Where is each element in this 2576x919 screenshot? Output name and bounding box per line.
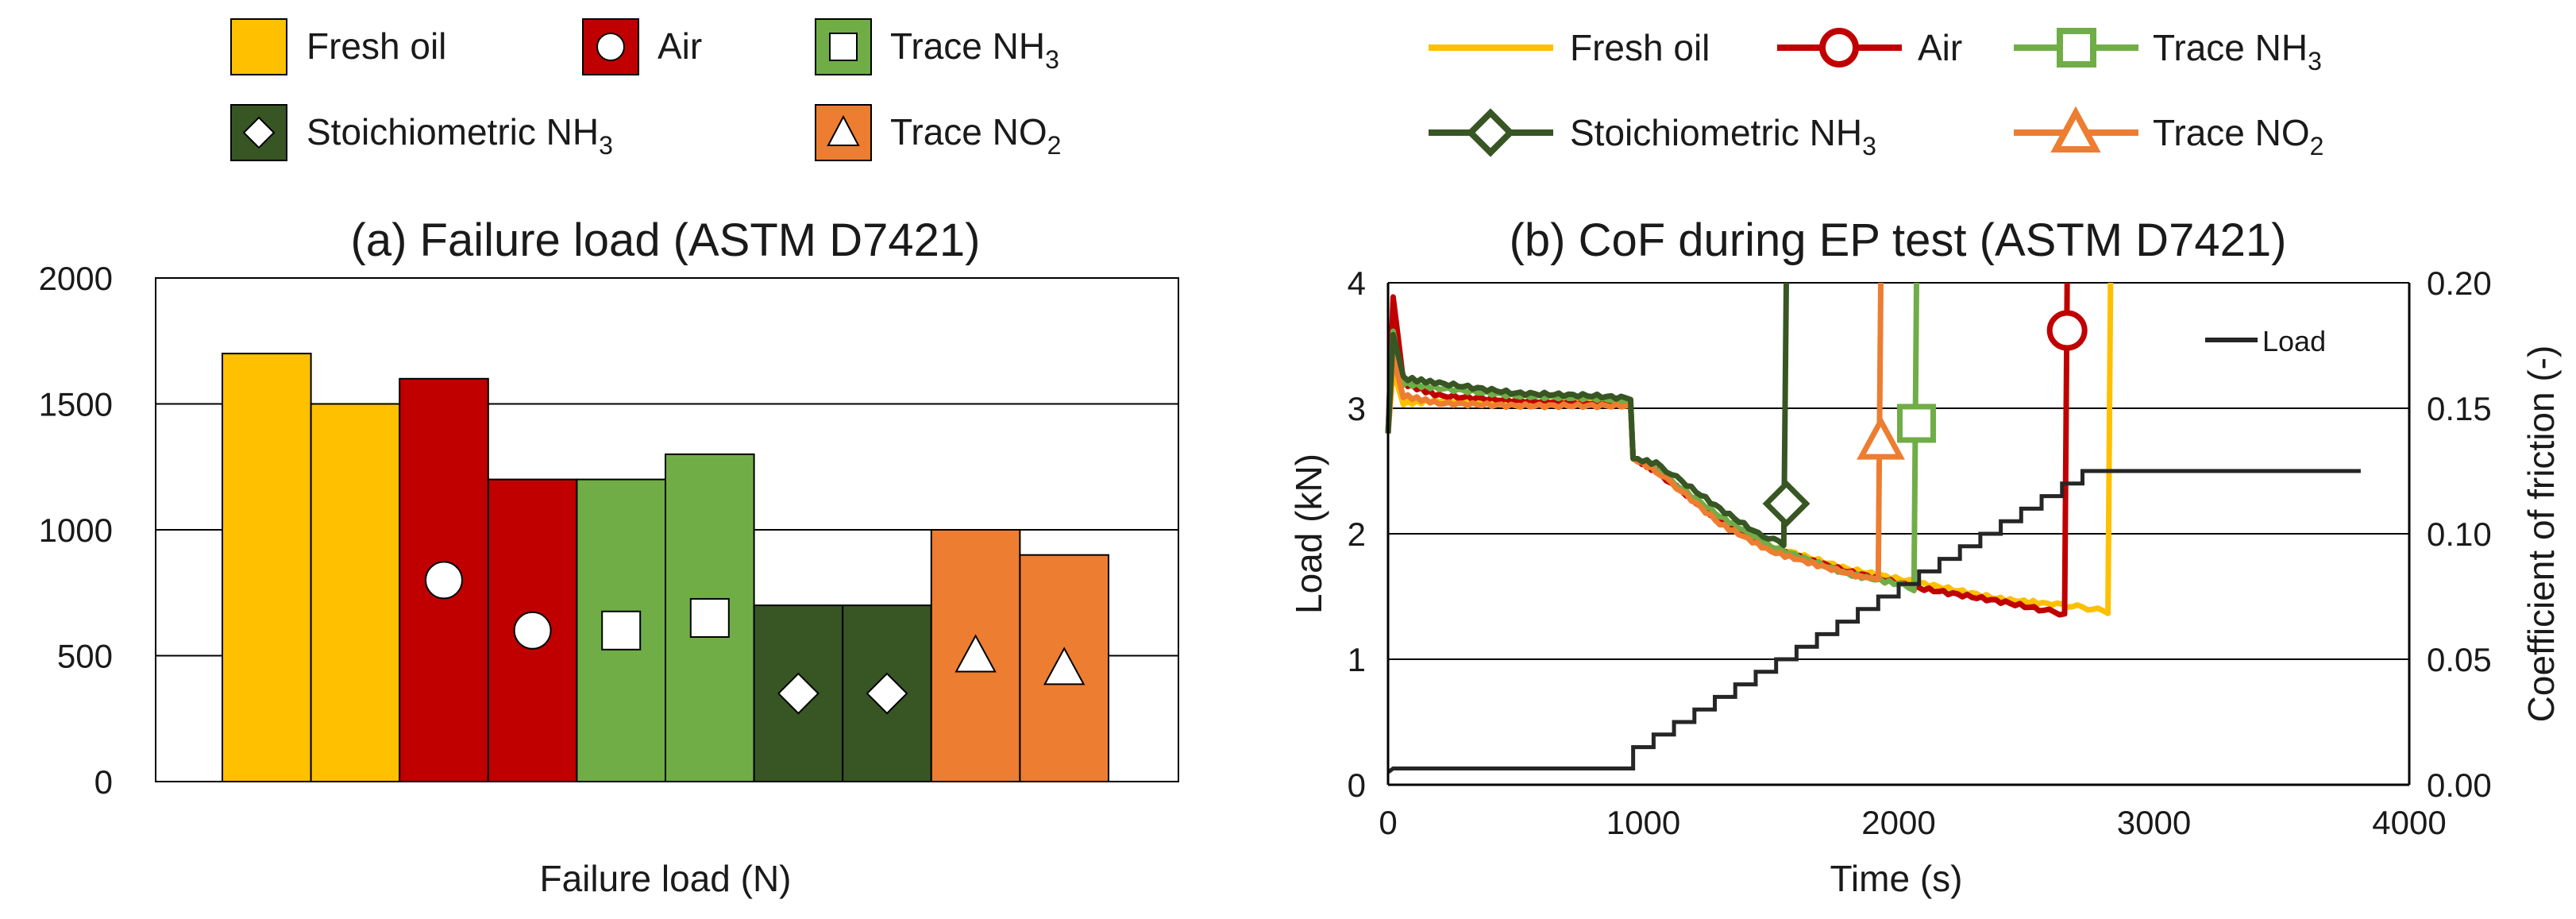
legend-a-circle-marker <box>596 33 625 61</box>
legend-a-item-stoich-nh3: Stoichiometric NH3 <box>230 104 613 161</box>
legend-a-label-trace-nh3: Trace NH3 <box>890 25 1059 74</box>
chart-b-y-tick-label: 3 <box>1348 390 1366 427</box>
chart-b-cof-line-air <box>1385 282 2070 618</box>
chart-a-circle-marker <box>513 611 552 650</box>
chart-b-y2-tick-label: 0.15 <box>2427 390 2492 427</box>
legend-a-item-trace-nh3: Trace NH3 <box>815 18 1059 75</box>
chart-b: (b) CoF during EP test (ASTM D7421) 0 1 2 3… <box>1288 214 2562 899</box>
legend-b-diamond-marker <box>1466 108 1515 157</box>
chart-b-diamond-marker <box>1762 480 1811 528</box>
chart-b-y2-tick-label: 0.20 <box>2427 265 2492 302</box>
chart-b-y-tick-label: 2 <box>1348 515 1366 553</box>
chart-a-triangle-marker <box>1043 647 1086 685</box>
chart-b-cof-line-stoich_nh3 <box>1385 282 1789 549</box>
legend-a-label-fresh-oil: Fresh oil <box>307 25 446 67</box>
chart-a-diamond-marker <box>866 672 908 715</box>
chart-a-square-marker <box>601 610 642 651</box>
chart-b-y2-axis-label: Coefficient of friction (-) <box>2520 346 2562 723</box>
chart-a-x-axis-label: Failure load (N) <box>540 858 792 899</box>
legend-a-swatch-fresh-oil <box>230 18 287 75</box>
legend-a-label-air: Air <box>657 25 702 67</box>
chart-b-load-line <box>1386 469 2361 774</box>
legend-b-triangle-marker <box>2050 106 2101 153</box>
legend-b-label-fresh-oil: Fresh oil <box>1570 27 1710 68</box>
chart-a-bar <box>310 403 401 782</box>
chart-a-y-tick-labels: 0 500 1000 1500 2000 <box>39 260 113 801</box>
chart-b-y2-tick-label: 0.05 <box>2427 641 2492 678</box>
chart-b-square-marker <box>1897 404 1937 443</box>
chart-b-y2-tick-label: 0.00 <box>2427 766 2492 804</box>
chart-b-cof-line-fresh_oil <box>1385 282 2114 616</box>
chart-a-y-tick-label: 1500 <box>39 386 113 423</box>
legend-b-label-trace-nh3: Trace NH3 <box>2153 27 2322 75</box>
legend-b-label-stoich-nh3: Stoichiometric NH3 <box>1570 112 1876 160</box>
legend-a-item-fresh-oil: Fresh oil <box>230 18 446 75</box>
chart-a-title: (a) Failure load (ASTM D7421) <box>351 214 981 266</box>
legend-a-item-trace-no2: Trace NO2 <box>815 104 1061 161</box>
chart-a-y-tick-label: 500 <box>57 638 113 675</box>
legend-b-item-stoich-nh3: Stoichiometric NH3 <box>1429 108 1876 160</box>
chart-b-x-tick-label: 3000 <box>2117 804 2191 841</box>
chart-a-y-tick-label: 2000 <box>39 260 113 297</box>
chart-a-bars <box>222 353 1110 783</box>
chart-b-x-axis-label: Time (s) <box>1830 858 1963 899</box>
chart-a: (a) Failure load (ASTM D7421) 0 500 1000 15… <box>39 214 1179 899</box>
chart-b-triangle-marker <box>1857 415 1905 460</box>
legend-b-circle-marker <box>1819 28 1859 68</box>
chart-b-y-tick-label: 0 <box>1348 766 1366 804</box>
chart-a-triangle-marker <box>954 634 997 673</box>
legend-b-item-trace-no2: Trace NO2 <box>2014 106 2323 160</box>
chart-a-plot-frame <box>155 277 1179 782</box>
legend-a-diamond-marker <box>242 116 276 149</box>
chart-a-diamond-marker <box>777 672 819 715</box>
chart-b-tick-labels: 0 1 2 3 4 0.00 0.05 0.10 0.15 0.20 0 1000 2000 3000 40… <box>1348 265 2492 841</box>
chart-b-x-tick-label: 4000 <box>2372 804 2446 841</box>
chart-a-bar <box>222 353 312 783</box>
chart-a-y-tick-label: 0 <box>94 763 113 801</box>
chart-b-x-tick-label: 2000 <box>1861 804 1935 841</box>
legend-a-item-air: Air <box>582 18 702 75</box>
chart-b-y2-tick-label: 0.10 <box>2427 515 2492 553</box>
legend-b: Fresh oil Air Trace NH3 Stoichiometric N… <box>1429 27 2323 160</box>
legend-a-square-marker <box>829 33 858 61</box>
legend-b-square-marker <box>2057 28 2096 68</box>
chart-a-y-tick-label: 1000 <box>39 512 113 549</box>
chart-b-circle-marker <box>2046 310 2088 351</box>
chart-b-cof-line-trace_nh3 <box>1385 282 1919 593</box>
chart-b-y-axis-label: Load (kN) <box>1288 454 1329 614</box>
legend-a-label-trace-no2: Trace NO2 <box>890 111 1061 160</box>
chart-b-x-tick-label: 0 <box>1379 804 1397 841</box>
legend-b-item-fresh-oil: Fresh oil <box>1429 27 1710 68</box>
legend-b-label-air: Air <box>1918 27 1962 68</box>
legend-a: Fresh oil Air Trace NH3 Stoichiometric N… <box>230 18 1061 161</box>
chart-b-markers <box>1762 310 2088 528</box>
chart-b-y-tick-label: 4 <box>1348 265 1366 302</box>
chart-b-y-tick-label: 1 <box>1348 641 1366 678</box>
legend-a-label-stoich-nh3: Stoichiometric NH3 <box>307 111 613 160</box>
chart-a-markers <box>425 561 1086 715</box>
chart-b-title: (b) CoF during EP test (ASTM D7421) <box>1510 214 2287 266</box>
chart-a-bar <box>1019 554 1110 782</box>
legend-b-label-trace-no2: Trace NO2 <box>2153 112 2323 160</box>
legend-b-item-air: Air <box>1777 27 1962 68</box>
chart-b-load-legend-label: Load <box>2262 325 2326 357</box>
legend-a-triangle-marker <box>827 114 860 146</box>
chart-b-x-tick-label: 1000 <box>1606 804 1680 841</box>
chart-a-circle-marker <box>425 561 463 600</box>
chart-b-cof-lines <box>1385 282 2114 618</box>
chart-a-square-marker <box>689 597 730 638</box>
legend-b-item-trace-nh3: Trace NH3 <box>2014 27 2322 75</box>
